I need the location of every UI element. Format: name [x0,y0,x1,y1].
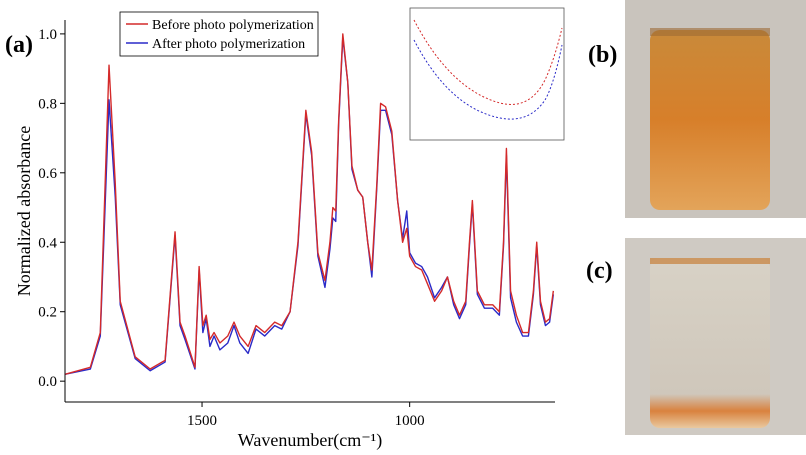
y-tick-label: 0.4 [38,235,57,251]
legend-box [119,11,319,57]
photo-b [625,0,806,218]
panel-label: (a) [5,32,33,58]
y-tick-label: 0.2 [38,305,57,321]
series-line [65,33,555,375]
y-tick-label: 0.0 [38,374,57,390]
y-axis-label: Normalized absorbance [14,126,34,296]
y-tick-label: 0.6 [38,166,57,182]
x-axis-label: Wavenumber(cm⁻¹) [238,430,382,450]
y-tick-label: 0.8 [38,96,57,112]
y-tick-label: 1.0 [38,27,57,43]
x-tick-label: 1000 [395,413,425,429]
inset [409,7,565,141]
photo-c [625,238,806,435]
legend-label: Before photo polymerization [152,18,314,33]
panel-label: (c) [586,258,613,284]
x-tick-label: 1500 [187,413,217,429]
legend-label: After photo polymerization [152,37,305,52]
panel-label: (b) [588,42,617,68]
